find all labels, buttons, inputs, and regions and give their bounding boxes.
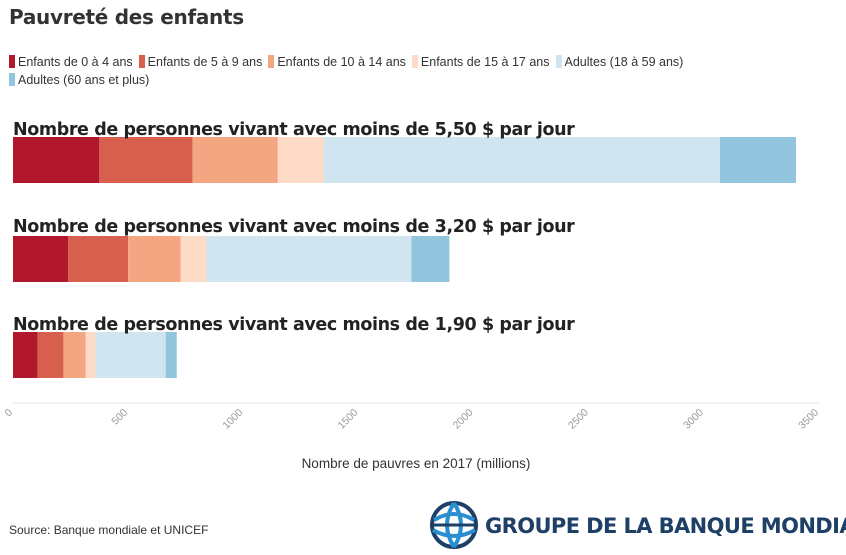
globe-icon [430, 501, 478, 549]
bar-segment [719, 137, 796, 183]
bar-segment [85, 332, 96, 378]
category-label: Nombre de personnes vivant avec moins de… [13, 120, 575, 140]
bar-segment [99, 137, 193, 183]
bar-segment [206, 236, 412, 282]
bar-segment [165, 332, 177, 378]
x-tick-label: 500 [109, 407, 130, 428]
legend: Enfants de 0 à 4 ans Enfants de 5 à 9 ans… [9, 53, 709, 89]
world-bank-logo: GROUPE DE LA BANQUE MONDIALE [428, 500, 846, 550]
bar-segment [128, 236, 181, 282]
category-label: Nombre de personnes vivant avec moins de… [13, 315, 575, 335]
x-tick-label: 3000 [681, 407, 706, 432]
x-tick-label: 0 [3, 407, 16, 420]
bar-segment [13, 137, 100, 183]
legend-swatch [9, 55, 15, 68]
bar-segment [277, 137, 324, 183]
logo-text: GROUPE DE LA BANQUE MONDIALE [485, 514, 846, 538]
source-note: Source: Banque mondiale et UNICEF [9, 523, 209, 537]
legend-swatch [9, 73, 15, 86]
x-tick-label: 2000 [451, 407, 476, 432]
legend-swatch [138, 55, 145, 68]
bar-segment [13, 236, 69, 282]
bar-segment [95, 332, 166, 378]
legend-label: Adultes (60 ans et plus) [18, 73, 150, 87]
x-tick-label: 3500 [796, 407, 821, 432]
bar-segment [180, 236, 207, 282]
legend-label: Adultes (18 à 59 ans) [564, 55, 684, 69]
category-label: Nombre de personnes vivant avec moins de… [13, 217, 575, 237]
x-tick-label: 2500 [566, 407, 591, 432]
legend-item-5: Adultes (18 à 59 ans) [555, 53, 684, 71]
bar-segment [192, 137, 278, 183]
legend-swatch [411, 55, 418, 68]
bar-segment [323, 137, 720, 183]
bar-segment [68, 236, 129, 282]
legend-item-3: Enfants de 10 à 14 ans [268, 53, 406, 71]
x-tick-label: 1500 [336, 407, 361, 432]
legend-item-1: Enfants de 0 à 4 ans [9, 53, 133, 71]
legend-swatch [555, 55, 562, 68]
legend-label: Enfants de 10 à 14 ans [277, 55, 406, 69]
legend-label: Enfants de 15 à 17 ans [420, 55, 550, 69]
x-tick-label: 1000 [220, 407, 245, 432]
bar-segment [13, 332, 38, 378]
legend-item-2: Enfants de 5 à 9 ans [138, 53, 263, 71]
legend-swatch [268, 55, 275, 68]
chart-title: Pauvreté des enfants [9, 5, 244, 29]
legend-label: Enfants de 5 à 9 ans [147, 55, 263, 69]
bar-segment [37, 332, 64, 378]
bar-segment [411, 236, 450, 282]
legend-item-6: Adultes (60 ans et plus) [9, 71, 149, 89]
bar-segment [63, 332, 86, 378]
legend-item-4: Enfants de 15 à 17 ans [411, 53, 550, 71]
stacked-bar-chart: Nombre de personnes vivant avec moins de… [3, 120, 822, 471]
x-axis-label: Nombre de pauvres en 2017 (millions) [302, 456, 531, 471]
legend-label: Enfants de 0 à 4 ans [18, 55, 133, 69]
